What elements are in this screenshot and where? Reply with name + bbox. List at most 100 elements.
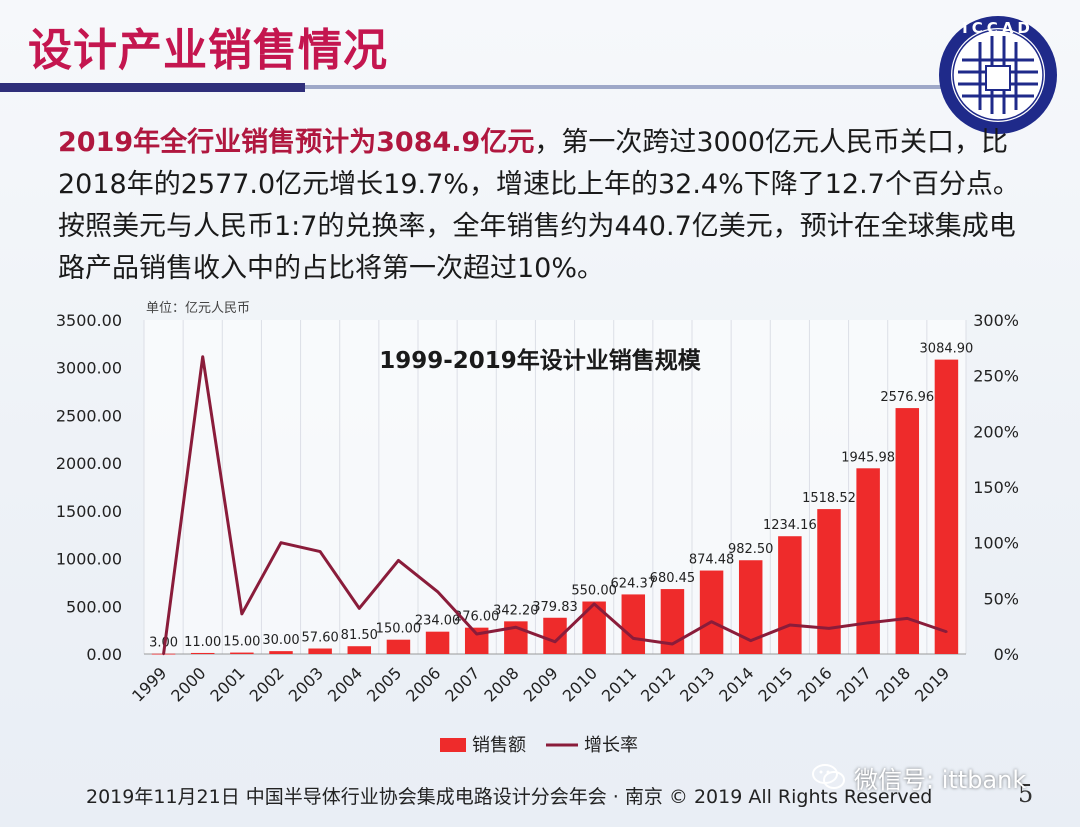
growth-point-1999 [162,652,165,656]
bar-2006 [425,631,450,654]
growth-point-2001 [240,612,244,616]
growth-point-2018 [906,617,909,620]
bar-value-label: 982.50 [728,542,774,557]
x-tick-label: 2002 [246,663,288,705]
x-tick-label: 2007 [441,663,483,705]
growth-point-2007 [475,632,478,636]
right-axis-tick-label: 100% [973,534,1019,553]
growth-point-2016 [827,627,831,630]
growth-point-2000 [201,355,204,358]
bar-value-label: 81.50 [341,628,378,643]
title-underline-bar [0,83,305,92]
title-underline-line [305,85,945,89]
bar-value-label: 30.00 [262,633,299,648]
bar-2018 [895,408,920,654]
bar-2015 [778,536,802,654]
growth-point-2009 [553,640,557,643]
growth-point-2003 [318,550,322,553]
x-tick-label: 2012 [637,663,679,705]
x-tick-label: 2003 [285,663,327,705]
x-tick-label: 2017 [833,663,875,705]
right-axis-tick-label: 50% [983,589,1019,608]
chart-title: 1999-2019年设计业销售规模 [379,347,702,374]
x-tick-label: 2013 [676,663,718,705]
summary-paragraph: 2019年全行业销售预计为3084.9亿元，第一次跨过3000亿元人民币关口，比… [58,122,1028,290]
x-tick-label: 2011 [598,663,640,705]
growth-point-2002 [279,541,283,544]
growth-point-2015 [788,623,792,627]
x-tick-label: 2019 [911,663,953,705]
bar-2013 [699,570,724,654]
growth-point-2006 [436,590,439,593]
x-tick-label: 2015 [754,663,796,705]
summary-highlight: 2019年全行业销售预计为3084.9亿元 [58,127,535,158]
x-tick-label: 2010 [559,663,601,705]
summary-rest: ，第一次跨过3000亿元人民币关口，比2018年的2577.0亿元增长19.7%… [58,127,1020,284]
growth-point-2011 [632,637,635,640]
right-axis-tick-label: 250% [973,367,1019,386]
bar-value-label: 234.00 [415,614,461,629]
bar-value-label: 550.00 [571,584,617,599]
unit-label: 单位：亿元人民币 [146,301,250,316]
left-axis-tick-label: 1000.00 [56,550,122,569]
bar-value-label: 150.00 [376,622,422,637]
left-axis-tick-label: 1500.00 [56,502,122,521]
x-tick-label: 2008 [480,663,522,705]
legend-line-label: 增长率 [584,735,638,756]
wechat-icon [812,764,845,789]
x-tick-label: 2006 [402,663,444,705]
bar-value-label: 2576.96 [880,390,934,405]
left-axis-tick-label: 2500.00 [56,406,122,425]
growth-point-2008 [514,626,518,629]
x-tick-label: 2018 [872,663,914,705]
legend-bar-swatch [440,738,466,752]
bar-value-label: 11.00 [184,635,221,650]
growth-point-2004 [358,607,361,610]
sales-chart: 单位：亿元人民币 0.00 500.00 1000.00 1500.00 2000.00 2… [56,301,1019,756]
bar-2004 [347,646,372,654]
x-tick-label: 2009 [520,663,562,705]
logo-text: ICCAD [962,19,1034,37]
bar-2009 [543,617,567,654]
bar-2005 [386,639,411,654]
slide-title: 设计产业销售情况 [28,25,388,76]
left-axis-tick-label: 3000.00 [56,359,122,378]
growth-point-2010 [592,602,596,606]
bar-value-label: 680.45 [650,571,696,586]
wechat-id: 微信号: ittbank [854,765,1027,794]
x-tick-label: 2001 [206,663,248,705]
growth-point-2017 [866,621,870,625]
bar-value-label: 57.60 [302,631,339,646]
bar-2000 [190,652,215,654]
x-tick-label: 2014 [715,663,757,705]
bar-value-label: 379.83 [532,600,578,615]
growth-point-2012 [671,642,674,646]
growth-point-2013 [710,620,713,623]
bar-value-label: 1945.98 [841,450,895,465]
left-axis-tick-label: 3500.00 [56,311,122,330]
page-number: 5 [1018,780,1034,808]
left-axis-tick-label: 500.00 [66,597,122,616]
bar-2016 [817,509,841,654]
left-axis-tick-label: 0.00 [86,645,122,664]
x-tick-label: 2000 [167,663,209,705]
footer-text: 2019年11月21日 中国半导体行业协会集成电路设计分会年会 · 南京 © 2… [86,786,933,808]
right-axis-tick-label: 0% [994,645,1019,664]
bar-2012 [660,589,685,654]
growth-point-2014 [749,639,752,642]
bar-value-label: 15.00 [223,635,260,650]
bar-2001 [230,652,254,654]
wechat-watermark: 微信号: ittbank [812,760,1026,794]
legend-bar-label: 销售额 [472,735,526,756]
bar-2017 [856,468,880,654]
right-axis-tick-label: 150% [973,478,1019,497]
bar-value-label: 1518.52 [802,491,856,506]
bar-value-label: 1234.16 [763,518,817,533]
growth-point-2005 [397,559,400,562]
bar-value-label: 874.48 [689,553,735,568]
right-axis-tick-label: 200% [973,422,1019,441]
growth-point-2019 [945,630,948,633]
bar-2011 [621,594,646,654]
x-tick-label: 1999 [128,663,170,705]
bar-value-label: 342.20 [493,603,539,618]
